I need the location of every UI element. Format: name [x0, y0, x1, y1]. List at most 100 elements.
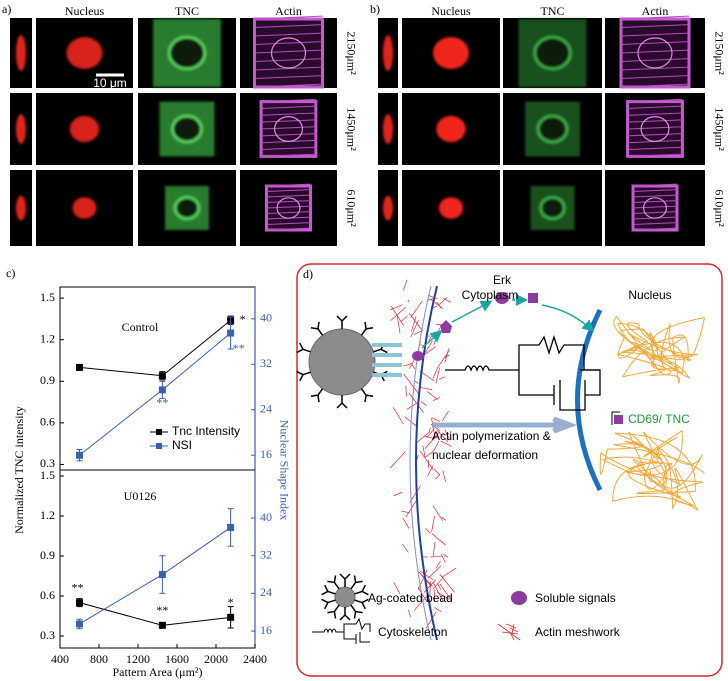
actin-filament: [411, 316, 417, 332]
actin-fiber: [266, 183, 311, 187]
actin-fiber: [266, 194, 311, 198]
tnc-ring: [533, 35, 572, 71]
receptor: [296, 342, 311, 354]
label: Actin polymerization &: [432, 429, 551, 443]
data-point: [76, 363, 83, 371]
significance-mark: **: [233, 341, 245, 355]
y2-tick-label: 32: [260, 547, 272, 561]
nucleus-side: [16, 35, 26, 71]
nucleus-side: [383, 114, 393, 144]
column-header: Nucleus: [431, 4, 471, 18]
signal-arrow: [541, 304, 595, 333]
actin-filament: [435, 367, 441, 384]
column-header: TNC: [175, 4, 199, 18]
x-tick-label: 2000: [204, 652, 228, 666]
actin-nucleus: [270, 37, 307, 69]
data-point: [158, 386, 166, 394]
bead: [334, 586, 356, 608]
tnc-ring: [167, 35, 207, 71]
nucleus-stain: [436, 115, 466, 143]
actin-filament: [440, 440, 452, 447]
receptor: [350, 604, 363, 619]
actin-filament: [439, 376, 446, 380]
significance-mark: **: [156, 396, 168, 410]
actin-fiber: [254, 75, 323, 79]
legend-label: Soluble signals: [535, 591, 616, 605]
legend-signal: [511, 591, 527, 605]
actin-fiber: [254, 58, 323, 62]
y2-tick-label: 40: [260, 510, 272, 524]
actin-filament: [402, 517, 410, 529]
actin-fiber: [632, 200, 678, 203]
actin-filament: [390, 306, 406, 321]
row-label: 2150μm²: [344, 31, 358, 75]
actin-filament: [400, 315, 408, 322]
actin-filament: [430, 298, 444, 309]
tnc-ring: [539, 195, 566, 221]
actin-filament: [409, 485, 421, 503]
series-line: [79, 602, 231, 626]
actin-filament: [432, 576, 444, 590]
y-tick-label: 0.6: [40, 588, 55, 602]
y-tick-label: 0.9: [40, 373, 55, 387]
panel-label: d): [303, 267, 313, 281]
actin-filament: [419, 570, 434, 580]
y-tick-label: 1.5: [40, 290, 55, 304]
nucleus-side: [16, 114, 26, 144]
actin-filament: [428, 565, 442, 579]
receptor: [310, 321, 324, 336]
actin-filament: [442, 470, 446, 482]
actin-filament: [432, 581, 444, 602]
signal: [528, 293, 538, 303]
actin-fiber: [632, 222, 678, 225]
legend-cytoskeleton: [312, 617, 371, 644]
actin-filament: [405, 385, 407, 397]
actin-filament: [431, 533, 446, 546]
actin-filament: [436, 301, 442, 309]
actin-fiber: [254, 41, 323, 45]
actin-fiber: [266, 189, 311, 192]
data-point: [158, 372, 166, 380]
actin-filament: [401, 510, 410, 514]
row-label: 610μm²: [344, 189, 358, 227]
actin-filament: [444, 348, 450, 363]
actin-fiber: [266, 200, 311, 203]
actin-filament: [435, 474, 441, 480]
actin-filament: [408, 609, 411, 617]
panel-label: c): [6, 266, 15, 280]
actin-fiber: [627, 119, 683, 123]
legend-actin: [501, 631, 519, 635]
actin-filament: [438, 297, 448, 305]
label: nuclear deformation: [432, 448, 538, 462]
y2-tick-label: 24: [260, 402, 272, 416]
legend-label: Tnc Intensity: [172, 424, 240, 438]
actin-filament: [431, 417, 440, 422]
actin-filament: [442, 567, 457, 578]
signal: [440, 320, 452, 333]
plot-frame: [59, 286, 256, 471]
actin-filament: [436, 582, 442, 590]
actin-fiber: [620, 41, 690, 45]
data-point: [158, 621, 166, 629]
actin-filament: [431, 516, 435, 533]
receptor: [327, 604, 340, 619]
actin-fiber: [254, 32, 323, 37]
actin-fiber: [632, 183, 678, 187]
actin-fiber: [266, 222, 311, 225]
integrin: [372, 343, 402, 347]
x-tick-label: 2400: [243, 652, 267, 666]
actin-filament: [430, 556, 442, 558]
actin-filament: [406, 403, 417, 410]
y-axis-label: Normalized TNC intensity: [12, 406, 26, 534]
x-tick-label: 1600: [165, 652, 189, 666]
actin-filament: [434, 607, 442, 612]
actin-filament: [428, 294, 438, 300]
receptor: [336, 395, 348, 409]
actin-filament: [390, 451, 406, 469]
actin-fiber: [254, 24, 323, 28]
receptor: [339, 573, 351, 587]
legend-actin: [497, 623, 521, 641]
actin-filament: [442, 298, 452, 303]
actin-filament: [403, 363, 413, 367]
actin-filament: [432, 369, 438, 379]
